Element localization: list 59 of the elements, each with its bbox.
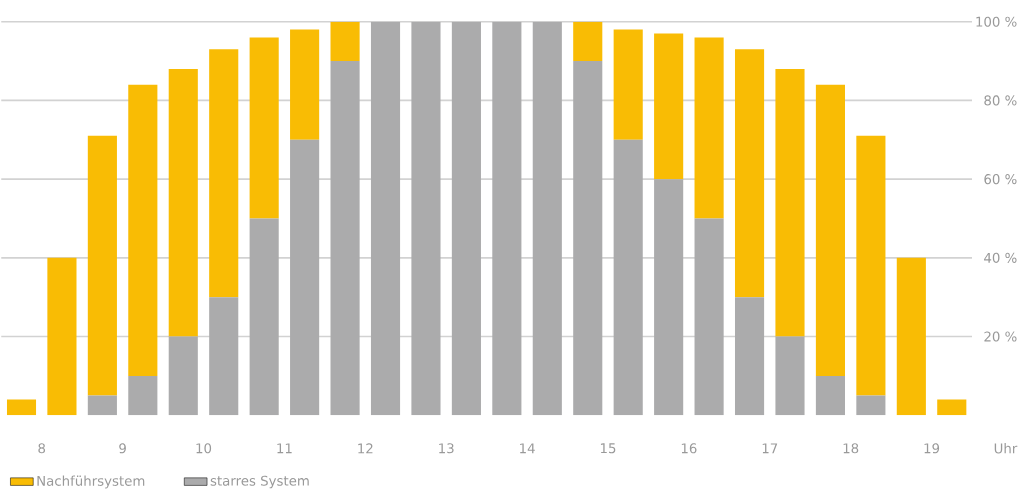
y-tick-label: 40 % xyxy=(984,252,1017,263)
bar xyxy=(370,21,401,416)
bar xyxy=(330,21,360,62)
bar xyxy=(168,336,198,416)
bar xyxy=(937,399,967,416)
bar xyxy=(734,49,765,298)
bar xyxy=(249,37,279,219)
bar xyxy=(249,218,279,416)
bar xyxy=(856,395,886,416)
y-tick-label: 20 % xyxy=(984,331,1017,342)
bar xyxy=(209,49,239,298)
bar xyxy=(815,375,845,416)
x-tick-label: 11 xyxy=(277,443,292,454)
bar xyxy=(654,33,684,180)
bar xyxy=(290,29,320,140)
bar xyxy=(573,21,603,62)
bar xyxy=(856,135,886,396)
bar xyxy=(694,37,724,219)
legend-label: Nachführsystem xyxy=(37,475,145,489)
bar xyxy=(209,297,239,416)
bar xyxy=(128,375,158,416)
bar xyxy=(775,68,805,337)
bar xyxy=(6,399,37,416)
bar xyxy=(815,84,845,376)
legend-label: starres System xyxy=(210,475,309,489)
x-tick-label: 16 xyxy=(681,443,697,454)
y-tick-label: 80 % xyxy=(984,95,1017,106)
bar xyxy=(451,21,481,416)
bar xyxy=(411,21,441,416)
x-tick-label: 12 xyxy=(358,443,373,454)
bar xyxy=(573,61,603,416)
bar xyxy=(87,395,117,416)
x-tick-label: 14 xyxy=(520,443,535,454)
bar xyxy=(694,218,724,416)
x-axis-title: Uhr xyxy=(994,443,1018,454)
y-tick-label: 60 % xyxy=(984,174,1017,185)
x-tick-label: 19 xyxy=(924,443,940,454)
x-tick-label: 9 xyxy=(119,443,126,454)
bar xyxy=(492,21,522,416)
bar xyxy=(775,336,805,416)
x-tick-label: 15 xyxy=(600,443,616,454)
bar xyxy=(613,139,643,416)
bar xyxy=(613,29,643,140)
bar xyxy=(532,21,562,416)
bar xyxy=(47,257,77,416)
bar xyxy=(87,135,117,396)
bar xyxy=(128,84,158,376)
y-tick-label: 100 % xyxy=(976,16,1017,27)
bar xyxy=(734,297,765,416)
x-tick-label: 10 xyxy=(196,443,212,454)
bar xyxy=(330,61,360,416)
x-tick-label: 13 xyxy=(439,443,454,454)
x-tick-label: 18 xyxy=(843,443,859,454)
bar xyxy=(654,179,684,416)
x-tick-label: 17 xyxy=(762,443,778,454)
bar xyxy=(290,139,320,416)
x-tick-label: 8 xyxy=(38,443,46,454)
bar xyxy=(168,68,198,337)
bar xyxy=(896,257,926,416)
